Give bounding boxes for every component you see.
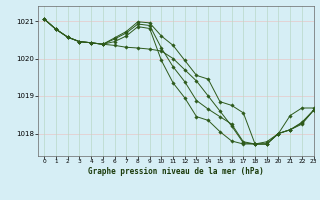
X-axis label: Graphe pression niveau de la mer (hPa): Graphe pression niveau de la mer (hPa) xyxy=(88,167,264,176)
